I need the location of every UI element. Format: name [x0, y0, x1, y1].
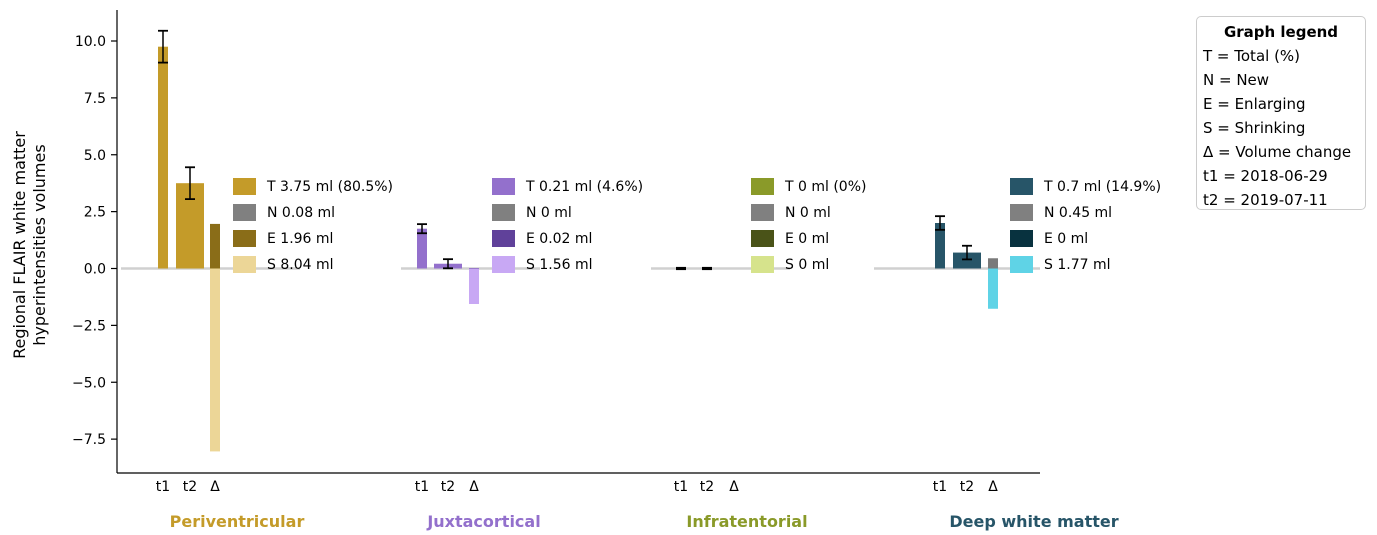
y-tick-label: −7.5 — [72, 432, 106, 448]
region-legend-label: S 0 ml — [785, 257, 829, 273]
x-tick-label: Δ — [729, 479, 739, 495]
region-legend-label: E 0 ml — [785, 231, 829, 247]
y-tick-label: −5.0 — [72, 375, 106, 391]
region-legend-swatch — [492, 256, 515, 273]
y-tick-label: 10.0 — [75, 34, 106, 50]
region-legend-swatch — [492, 230, 515, 247]
region-legend-label: N 0.45 ml — [1044, 205, 1112, 221]
region-legend-label: N 0 ml — [526, 205, 572, 221]
y-axis-label-line: hyperintensities volumes — [30, 144, 49, 345]
legend-title: Graph legend — [1223, 23, 1339, 41]
region-legend-swatch — [751, 256, 774, 273]
legend-line: N = New — [1203, 71, 1270, 89]
x-tick-label: Δ — [988, 479, 998, 495]
legend-line: Δ = Volume change — [1203, 143, 1352, 161]
region-legend-swatch — [751, 230, 774, 247]
graph-legend: Graph legend T = Total (%) N = New E = E… — [1196, 16, 1366, 210]
region-legend-label: T 0.7 ml (14.9%) — [1043, 179, 1161, 195]
region-legend-swatch — [1010, 256, 1033, 273]
bar-t1 — [935, 223, 945, 269]
region-legend-swatch — [1010, 204, 1033, 221]
region-legend-swatch — [233, 256, 256, 273]
legend-line: E = Enlarging — [1203, 95, 1306, 113]
region-legend-swatch — [233, 230, 256, 247]
bar-delta-shrinking — [210, 268, 220, 452]
bar-delta-shrinking — [469, 268, 479, 304]
region-legend-label: N 0.08 ml — [267, 205, 335, 221]
region-legend-swatch — [233, 178, 256, 195]
region-name: Infratentorial — [686, 512, 807, 531]
bar-t1 — [158, 46, 168, 269]
region-legend-label: S 1.77 ml — [1044, 257, 1111, 273]
x-tick-label: t1 — [674, 479, 688, 495]
region-name: Periventricular — [170, 512, 305, 531]
y-tick-label: 5.0 — [84, 148, 106, 164]
legend-line: t1 = 2018-06-29 — [1203, 167, 1328, 185]
region-legend-swatch — [1010, 230, 1033, 247]
region-legend-label: T 3.75 ml (80.5%) — [266, 179, 393, 195]
x-tick-label: t1 — [415, 479, 429, 495]
x-tick-label: t1 — [156, 479, 170, 495]
y-tick-label: 7.5 — [84, 91, 106, 107]
region-legend-label: S 8.04 ml — [267, 257, 334, 273]
x-tick-label: Δ — [210, 479, 220, 495]
region-legend-label: E 1.96 ml — [267, 231, 333, 247]
region-legend-swatch — [233, 204, 256, 221]
y-tick-label: 0.0 — [84, 262, 106, 278]
legend-line: T = Total (%) — [1203, 47, 1301, 65]
x-axis: t1 t2 Δ Periventricular t1 t2 Δ Juxtacortical t1… — [156, 473, 1119, 531]
bar-delta-enlarging — [210, 223, 220, 269]
region-legend-swatch — [492, 204, 515, 221]
y-axis-label: Regional FLAIR white matter hyperintensit… — [10, 131, 49, 359]
region-legend-label: N 0 ml — [785, 205, 831, 221]
x-tick-label: t1 — [933, 479, 947, 495]
x-tick-label: Δ — [469, 479, 479, 495]
x-tick-label: t2 — [960, 479, 974, 495]
region-legend-label: E 0.02 ml — [526, 231, 592, 247]
x-tick-label: t2 — [183, 479, 197, 495]
region-legend-label: E 0 ml — [1044, 231, 1088, 247]
region-legend-label: T 0.21 ml (4.6%) — [525, 179, 643, 195]
y-tick-label: 2.5 — [84, 205, 106, 221]
bar-t1 — [417, 228, 427, 269]
region-legend-label: T 0 ml (0%) — [784, 179, 866, 195]
y-axis-label-line: Regional FLAIR white matter — [10, 131, 29, 359]
region-legend-swatch — [1010, 178, 1033, 195]
region-legend-swatch — [751, 178, 774, 195]
region-name: Deep white matter — [949, 512, 1118, 531]
y-tick-label: −2.5 — [72, 318, 106, 334]
bar-delta-enlarging — [988, 258, 998, 269]
bar-t2 — [953, 252, 981, 269]
region-legend-swatch — [492, 178, 515, 195]
bar-delta-shrinking — [988, 268, 998, 309]
legend-line: t2 = 2019-07-11 — [1203, 191, 1328, 209]
region-legends: T 3.75 ml (80.5%) N 0.08 ml E 1.96 ml S 8.0… — [233, 178, 1161, 273]
region-name: Juxtacortical — [426, 512, 540, 531]
x-tick-label: t2 — [700, 479, 714, 495]
y-axis: 10.0 7.5 5.0 2.5 0.0 −2.5 −5.0 −7.5 — [72, 10, 1040, 474]
region-legend-swatch — [751, 204, 774, 221]
region-legend-label: S 1.56 ml — [526, 257, 593, 273]
legend-line: S = Shrinking — [1203, 119, 1306, 137]
x-tick-label: t2 — [441, 479, 455, 495]
